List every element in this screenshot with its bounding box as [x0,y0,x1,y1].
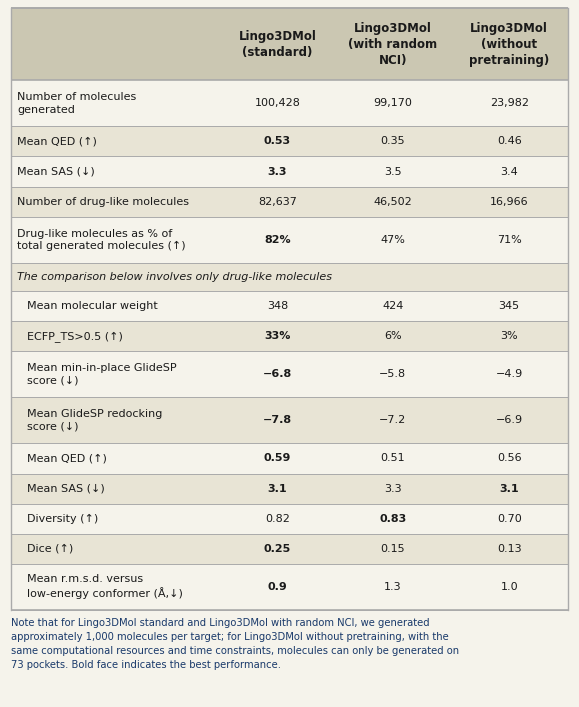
Text: Mean QED (↑): Mean QED (↑) [17,136,97,146]
Text: −6.9: −6.9 [496,416,523,426]
Bar [11,263,568,291]
Text: Number of drug-like molecules: Number of drug-like molecules [17,197,189,206]
Bar [11,8,568,80]
Bar [11,443,568,474]
Text: 348: 348 [267,301,288,311]
Text: Drug-like molecules as % of
total generated molecules (↑): Drug-like molecules as % of total genera… [17,228,186,251]
Bar [11,351,568,397]
Text: 0.35: 0.35 [380,136,405,146]
Text: Lingo3DMol
(with random
NCI): Lingo3DMol (with random NCI) [348,22,437,66]
Bar [11,534,568,564]
Text: 33%: 33% [265,331,291,341]
Text: 3%: 3% [500,331,518,341]
Bar [11,291,568,321]
Text: 3.5: 3.5 [384,167,402,177]
Bar [11,503,568,534]
Bar [11,80,568,127]
Text: 3.3: 3.3 [267,167,287,177]
Text: Mean molecular weight: Mean molecular weight [27,301,157,311]
Text: Number of molecules
generated: Number of molecules generated [17,92,136,115]
Text: The comparison below involves only drug-like molecules: The comparison below involves only drug-… [17,272,332,282]
Text: −5.8: −5.8 [379,369,406,379]
Bar [11,156,568,187]
Text: Note that for Lingo3DMol standard and Lingo3DMol with random NCI, we generated
a: Note that for Lingo3DMol standard and Li… [11,618,459,670]
Text: 3.4: 3.4 [500,167,518,177]
Bar [11,216,568,263]
Bar [11,187,568,216]
Text: 1.3: 1.3 [384,582,402,592]
Text: 3.1: 3.1 [267,484,287,493]
Text: 100,428: 100,428 [255,98,301,108]
Text: 71%: 71% [497,235,522,245]
Text: 99,170: 99,170 [373,98,412,108]
Text: Mean QED (↑): Mean QED (↑) [27,453,107,464]
Bar [11,321,568,351]
Text: 0.83: 0.83 [379,514,406,524]
Text: 0.13: 0.13 [497,544,522,554]
Text: 0.15: 0.15 [380,544,405,554]
Text: 46,502: 46,502 [373,197,412,206]
Text: Mean min-in-place GlideSP
score (↓): Mean min-in-place GlideSP score (↓) [27,363,177,385]
Text: 47%: 47% [380,235,405,245]
Text: Diversity (↑): Diversity (↑) [27,514,98,524]
Text: Mean SAS (↓): Mean SAS (↓) [17,167,95,177]
Bar [11,127,568,156]
Text: Lingo3DMol
(standard): Lingo3DMol (standard) [239,30,317,59]
Text: 0.59: 0.59 [264,453,291,464]
Text: Lingo3DMol
(without
pretraining): Lingo3DMol (without pretraining) [469,22,549,66]
Bar [11,474,568,503]
Bar [11,397,568,443]
Text: Mean GlideSP redocking
score (↓): Mean GlideSP redocking score (↓) [27,409,162,431]
Text: 0.51: 0.51 [380,453,405,464]
Text: 0.82: 0.82 [265,514,290,524]
Text: 6%: 6% [384,331,402,341]
Text: −7.2: −7.2 [379,416,406,426]
Text: Dice (↑): Dice (↑) [27,544,74,554]
Text: 82,637: 82,637 [258,197,297,206]
Text: 16,966: 16,966 [490,197,529,206]
Text: 3.1: 3.1 [500,484,519,493]
Text: Mean r.m.s.d. versus
low-energy conformer (Å,↓): Mean r.m.s.d. versus low-energy conforme… [27,575,183,600]
Text: ECFP_TS>0.5 (↑): ECFP_TS>0.5 (↑) [27,331,123,341]
Text: 0.56: 0.56 [497,453,522,464]
Text: 82%: 82% [264,235,291,245]
Text: −4.9: −4.9 [496,369,523,379]
Text: 3.3: 3.3 [384,484,402,493]
Text: 424: 424 [382,301,404,311]
Text: 23,982: 23,982 [490,98,529,108]
Text: −7.8: −7.8 [263,416,292,426]
Text: 1.0: 1.0 [500,582,518,592]
Text: 0.25: 0.25 [264,544,291,554]
Text: −6.8: −6.8 [263,369,292,379]
Text: 0.9: 0.9 [267,582,287,592]
Text: 0.46: 0.46 [497,136,522,146]
Text: 0.53: 0.53 [264,136,291,146]
Text: Mean SAS (↓): Mean SAS (↓) [27,484,105,493]
Bar [11,564,568,610]
Text: 345: 345 [499,301,520,311]
Text: 0.70: 0.70 [497,514,522,524]
